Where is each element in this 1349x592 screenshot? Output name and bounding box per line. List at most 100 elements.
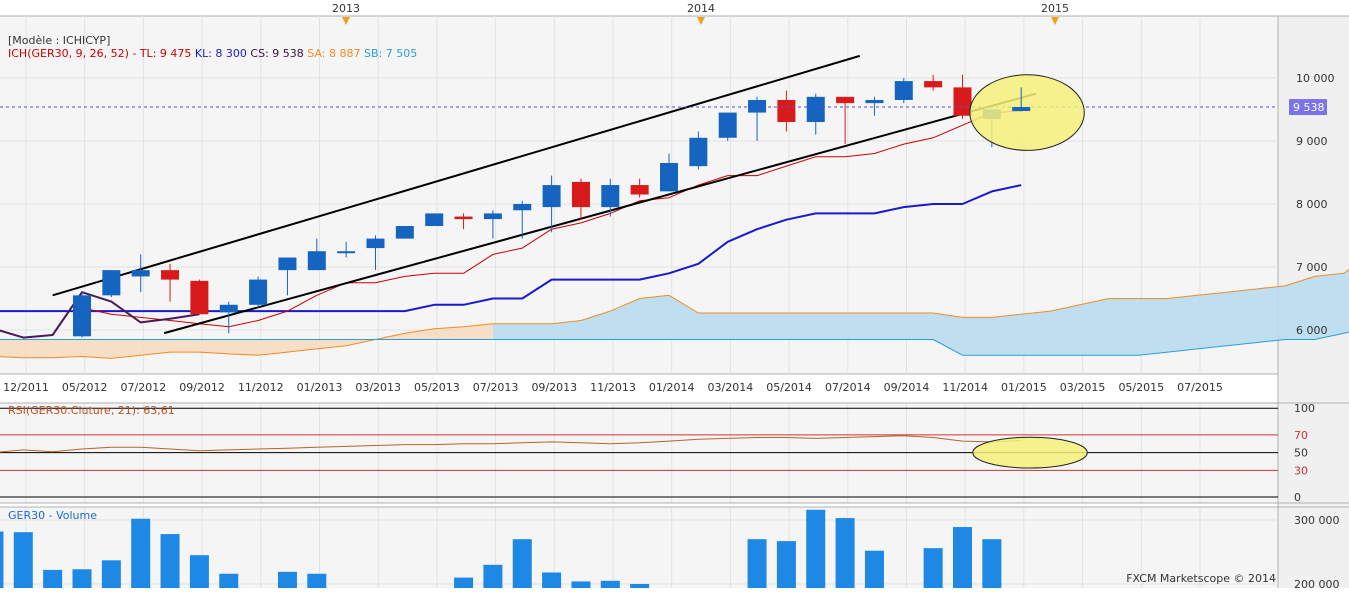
candle-body bbox=[1012, 107, 1031, 112]
candle-body bbox=[483, 213, 502, 220]
senkou-span-b-line bbox=[0, 331, 1349, 356]
candle-body bbox=[131, 270, 150, 277]
candle-body bbox=[337, 251, 356, 254]
volume-tick-label: 300 000 bbox=[1294, 514, 1340, 527]
legend-sb: SB: 7 505 bbox=[361, 47, 418, 60]
volume-bar bbox=[600, 580, 620, 588]
volume-bar bbox=[571, 581, 591, 588]
x-tick-label: 01/2015 bbox=[1001, 381, 1047, 394]
rsi-tick-label: 50 bbox=[1294, 447, 1308, 460]
candle-body bbox=[307, 251, 326, 271]
volume-bar bbox=[131, 518, 151, 588]
candle-body bbox=[190, 280, 209, 315]
volume-title: GER30 - Volume bbox=[8, 509, 97, 522]
candle-body bbox=[836, 96, 855, 104]
current-price-label: 9 538 bbox=[1293, 101, 1325, 114]
legend-cs: CS: 9 538 bbox=[247, 47, 304, 60]
volume-bar bbox=[542, 572, 562, 588]
volume-bar bbox=[277, 571, 297, 588]
ichimoku-cloud-layer bbox=[0, 269, 1349, 359]
x-tick-label: 11/2012 bbox=[238, 381, 284, 394]
volume-bar bbox=[630, 584, 650, 588]
volume-bar bbox=[454, 577, 474, 588]
x-tick-label: 05/2013 bbox=[414, 381, 460, 394]
y-tick-label: 6 000 bbox=[1296, 324, 1328, 337]
candle-body bbox=[366, 238, 385, 249]
candle-body bbox=[395, 226, 414, 239]
indicator-lines-layer bbox=[0, 110, 1349, 498]
volume-bar bbox=[747, 539, 767, 588]
volume-bar bbox=[864, 550, 884, 588]
rsi-tick-label: 100 bbox=[1294, 402, 1315, 415]
model-label: [Modèle : ICHICYP] bbox=[8, 34, 110, 47]
candles-layer bbox=[0, 74, 1031, 588]
x-tick-label: 03/2014 bbox=[708, 381, 754, 394]
rsi-line bbox=[0, 435, 1022, 453]
x-tick-label: 09/2013 bbox=[531, 381, 577, 394]
candle-body bbox=[865, 99, 884, 104]
labels-layer: 12/2011 05/2012 07/2012 09/2012 11/2012 01/20… bbox=[3, 2, 1340, 591]
overlay-layer: 9 538 bbox=[0, 74, 1327, 469]
candle-body bbox=[219, 304, 238, 313]
volume-bar bbox=[483, 564, 503, 588]
volume-bar bbox=[189, 555, 209, 588]
volume-bar bbox=[219, 573, 239, 588]
y-tick-label: 9 000 bbox=[1296, 135, 1328, 148]
x-tick-label: 03/2015 bbox=[1060, 381, 1106, 394]
candle-body bbox=[102, 270, 121, 296]
kijun-sen-line bbox=[0, 184, 1022, 313]
x-tick-label: 11/2013 bbox=[590, 381, 636, 394]
x-tick-label: 05/2015 bbox=[1118, 381, 1164, 394]
candle-body bbox=[748, 99, 767, 113]
candle-body bbox=[601, 185, 620, 208]
x-tick-label: 07/2015 bbox=[1177, 381, 1223, 394]
legend-sa: SA: 8 887 bbox=[304, 47, 361, 60]
y-tick-label: 8 000 bbox=[1296, 198, 1328, 211]
current-price-badge bbox=[1289, 99, 1327, 116]
x-tick-label: 07/2014 bbox=[825, 381, 871, 394]
candle-body bbox=[454, 216, 473, 220]
cloud-bullish-area bbox=[492, 269, 1349, 356]
x-tick-label: 01/2014 bbox=[649, 381, 695, 394]
grid-layer bbox=[0, 16, 1349, 588]
legend-ichimoku: ICH(GER30, 9, 26, 52) - bbox=[8, 47, 136, 60]
x-tick-label: 07/2012 bbox=[121, 381, 167, 394]
x-tick-label: 11/2014 bbox=[942, 381, 988, 394]
highlight-ellipse bbox=[969, 74, 1085, 151]
y-tick-label: 10 000 bbox=[1296, 72, 1335, 85]
rsi-highlight-ellipse bbox=[972, 436, 1088, 469]
candle-body bbox=[425, 213, 444, 227]
year-label: 2014 bbox=[687, 2, 715, 15]
candle-body bbox=[542, 185, 561, 208]
rsi-tick-label: 70 bbox=[1294, 429, 1308, 442]
candle-body bbox=[278, 257, 297, 271]
year-label: 2015 bbox=[1041, 2, 1069, 15]
x-tick-label: 09/2012 bbox=[179, 381, 225, 394]
x-tick-label: 03/2013 bbox=[355, 381, 401, 394]
volume-bar bbox=[13, 532, 33, 588]
volume-bar bbox=[835, 518, 855, 588]
x-tick-label: 05/2012 bbox=[62, 381, 108, 394]
candle-body bbox=[894, 81, 913, 100]
volume-bar bbox=[806, 509, 826, 588]
rsi-tick-label: 30 bbox=[1294, 464, 1308, 477]
legend-tl: TL: 9 475 bbox=[136, 47, 191, 60]
x-tick-label: 12/2011 bbox=[3, 381, 49, 394]
volume-bar bbox=[0, 531, 4, 588]
x-tick-label: 01/2013 bbox=[297, 381, 343, 394]
volume-bar bbox=[101, 560, 121, 588]
channel-lower-line bbox=[163, 92, 1037, 335]
candle-body bbox=[924, 81, 943, 88]
candle-body bbox=[630, 185, 649, 195]
candle-body bbox=[806, 96, 825, 123]
rsi-title: RSI(GER30.Cluture, 21): 63,61 bbox=[8, 404, 175, 417]
source-annotation: FXCM Marketscope © 2014 bbox=[1126, 572, 1276, 585]
candle-body bbox=[73, 295, 91, 337]
volume-bar bbox=[953, 527, 972, 588]
y-tick-label: 7 000 bbox=[1296, 261, 1328, 274]
volume-bar bbox=[982, 539, 1002, 588]
cloud-bearish-area bbox=[0, 323, 493, 359]
volume-bar bbox=[512, 539, 532, 588]
candle-body bbox=[513, 203, 532, 211]
